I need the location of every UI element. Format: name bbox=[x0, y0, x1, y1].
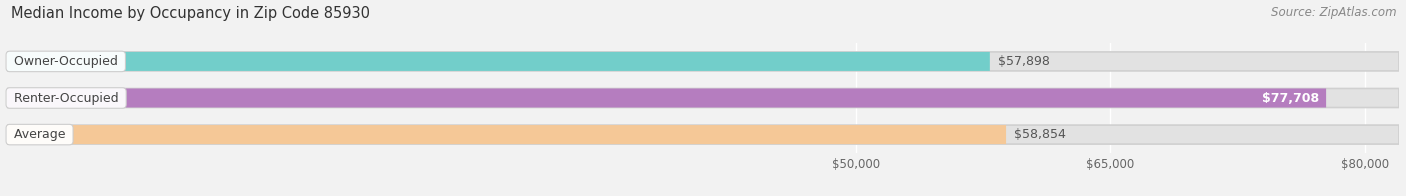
Text: Renter-Occupied: Renter-Occupied bbox=[10, 92, 122, 104]
Text: $57,898: $57,898 bbox=[998, 55, 1050, 68]
Text: Owner-Occupied: Owner-Occupied bbox=[10, 55, 122, 68]
FancyBboxPatch shape bbox=[7, 125, 1007, 144]
Text: Average: Average bbox=[10, 128, 69, 141]
FancyBboxPatch shape bbox=[7, 125, 1399, 144]
FancyBboxPatch shape bbox=[7, 88, 1399, 108]
FancyBboxPatch shape bbox=[7, 52, 990, 71]
Text: $58,854: $58,854 bbox=[1014, 128, 1066, 141]
FancyBboxPatch shape bbox=[7, 88, 1326, 108]
Text: $77,708: $77,708 bbox=[1263, 92, 1319, 104]
Text: Source: ZipAtlas.com: Source: ZipAtlas.com bbox=[1271, 6, 1396, 19]
FancyBboxPatch shape bbox=[7, 52, 1399, 71]
Text: Median Income by Occupancy in Zip Code 85930: Median Income by Occupancy in Zip Code 8… bbox=[11, 6, 370, 21]
